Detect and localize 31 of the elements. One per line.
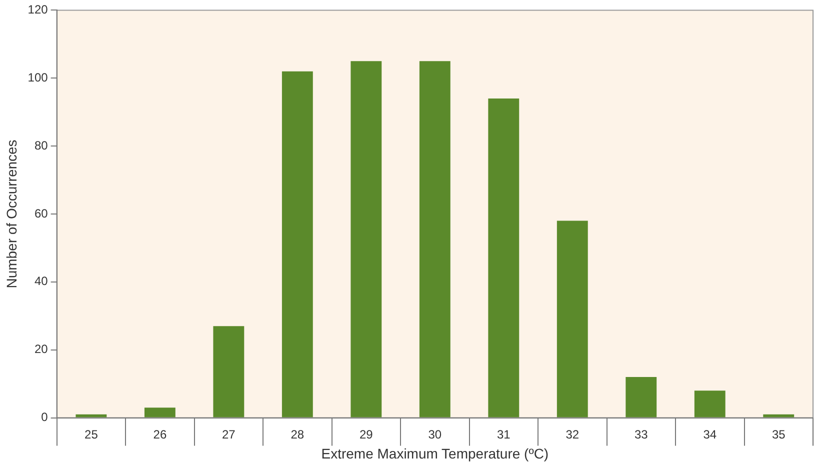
bar <box>763 414 794 418</box>
y-tick-label: 80 <box>34 138 48 152</box>
x-axis-title: Extreme Maximum Temperature (ºC) <box>321 445 549 462</box>
x-tick-label: 31 <box>496 427 511 442</box>
x-tick-label: 33 <box>634 427 648 442</box>
bar <box>144 408 176 418</box>
x-tick-label: 35 <box>772 427 786 442</box>
y-tick-label: 120 <box>28 2 48 17</box>
y-tick-label: 40 <box>34 274 48 288</box>
bar <box>213 326 244 418</box>
x-tick-label: 30 <box>428 427 442 442</box>
bar <box>488 98 520 418</box>
x-tick-label: 26 <box>153 427 167 442</box>
y-tick-label: 20 <box>34 342 48 356</box>
bar <box>76 414 107 418</box>
y-tick-label: 0 <box>41 410 48 424</box>
bar <box>419 61 450 418</box>
x-tick-label: 29 <box>359 427 374 442</box>
bar <box>626 377 657 418</box>
y-tick-label: 60 <box>34 206 48 220</box>
x-tick-label: 34 <box>703 427 717 442</box>
bar <box>556 220 588 418</box>
x-tick-label: 25 <box>84 427 98 442</box>
bar <box>350 61 382 418</box>
bar <box>282 71 313 418</box>
x-tick-label: 32 <box>566 427 580 442</box>
bar <box>694 390 726 418</box>
y-tick-label: 100 <box>28 70 48 84</box>
x-tick-label: 27 <box>222 427 236 442</box>
y-axis-title: Number of Occurrences <box>3 140 20 288</box>
x-tick-label: 28 <box>290 427 304 442</box>
